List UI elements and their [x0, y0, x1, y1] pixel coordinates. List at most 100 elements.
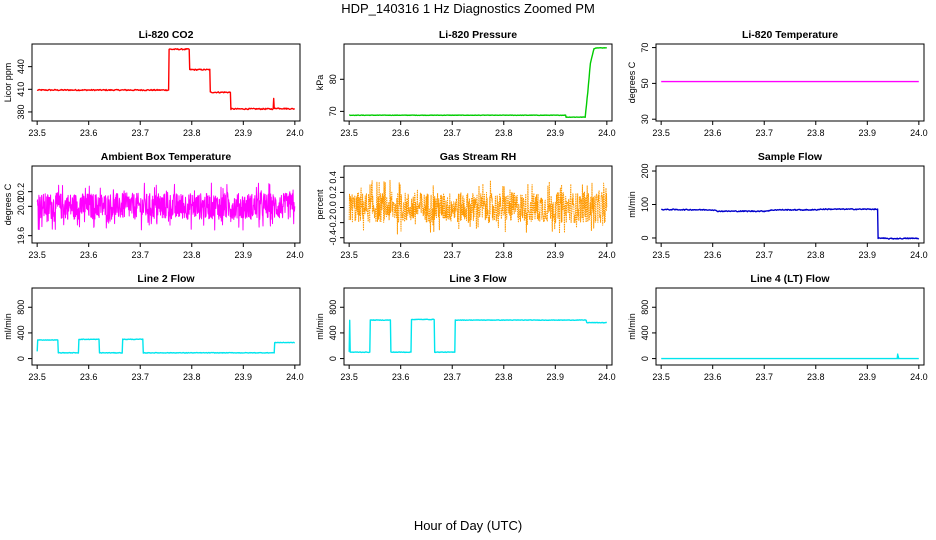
x-tick-label: 24.0 [286, 250, 304, 260]
x-tick-label: 23.7 [755, 250, 773, 260]
x-tick-label: 23.6 [80, 250, 98, 260]
chart-title: Line 3 Flow [449, 273, 507, 285]
x-tick-label: 24.0 [910, 250, 928, 260]
x-tick-label: 23.5 [652, 128, 670, 138]
x-tick-label: 23.5 [340, 128, 358, 138]
x-tick-label: 23.5 [28, 128, 46, 138]
x-tick-label: 24.0 [598, 128, 616, 138]
chart-panel-1: Li-820 CO2 Licor ppm 23.5 23.6 23.7 23.8 23.9 2… [3, 29, 304, 138]
series-line [348, 179, 608, 235]
series-line [36, 182, 296, 231]
x-tick-label: 23.5 [28, 372, 46, 382]
y-axis-label: ml/min [627, 191, 637, 218]
x-tick-label: 23.9 [859, 250, 877, 260]
y-tick-label: 19.6 [16, 227, 26, 245]
y-axis-label: percent [315, 189, 325, 220]
y-axis-label: kPa [315, 75, 325, 91]
x-axis-label: Hour of Day (UTC) [413, 518, 523, 533]
x-tick-label: 23.9 [235, 128, 253, 138]
chart-title: Gas Stream RH [440, 151, 516, 163]
x-tick-label: 23.9 [547, 250, 565, 260]
y-axis-label: ml/min [3, 313, 13, 340]
series-line [661, 207, 920, 240]
plot-frame [31, 165, 301, 244]
x-tick-label: 23.9 [235, 250, 253, 260]
y-tick-label: 30 [640, 114, 650, 124]
plot-frame [343, 43, 613, 122]
x-tick-label: 23.6 [392, 250, 410, 260]
x-tick-label: 24.0 [910, 372, 928, 382]
series-line [661, 353, 919, 360]
y-tick-label: -0.2 [328, 215, 338, 231]
chart-title: Sample Flow [758, 151, 823, 163]
x-tick-label: 23.5 [652, 372, 670, 382]
y-tick-label: 440 [16, 59, 26, 74]
plot-frame [655, 43, 925, 122]
x-tick-label: 23.5 [652, 250, 670, 260]
y-tick-label: 0 [328, 356, 338, 361]
x-tick-label: 23.6 [704, 372, 722, 382]
chart-title: Li-820 Temperature [742, 29, 838, 41]
x-tick-label: 23.9 [235, 372, 253, 382]
x-tick-label: 23.7 [131, 128, 149, 138]
x-tick-label: 24.0 [910, 128, 928, 138]
chart-title: Line 2 Flow [137, 273, 195, 285]
y-tick-label: 380 [16, 104, 26, 119]
x-tick-label: 23.7 [443, 128, 461, 138]
x-tick-label: 23.8 [183, 372, 201, 382]
x-tick-label: 23.6 [704, 250, 722, 260]
x-tick-label: 24.0 [286, 372, 304, 382]
x-tick-label: 23.8 [495, 250, 513, 260]
y-tick-label: 80 [328, 74, 338, 84]
plot-frame [31, 43, 301, 122]
chart-panel-6: Sample Flow ml/min 23.5 23.6 23.7 23.8 23.9 24.… [627, 151, 928, 260]
plot-frame [343, 287, 613, 366]
x-tick-label: 23.8 [807, 372, 825, 382]
plot-frame [343, 165, 613, 244]
x-tick-label: 24.0 [598, 250, 616, 260]
y-tick-label: 400 [16, 325, 26, 340]
chart-panel-7: Line 2 Flow ml/min 23.5 23.6 23.7 23.8 23.9 24.… [3, 273, 304, 382]
y-tick-label: -0.4 [328, 230, 338, 246]
y-tick-label: 100 [640, 197, 650, 212]
chart-title: Line 4 (LT) Flow [750, 273, 830, 285]
chart-panel-3: Li-820 Temperature degrees C 23.5 23.6 23.7 2… [627, 29, 928, 138]
y-tick-label: 70 [328, 106, 338, 116]
y-axis-label: Licor ppm [3, 63, 13, 103]
x-tick-label: 23.6 [704, 128, 722, 138]
x-tick-label: 23.5 [340, 372, 358, 382]
x-tick-label: 23.5 [340, 250, 358, 260]
x-tick-label: 23.9 [547, 372, 565, 382]
plot-frame [31, 287, 301, 366]
chart-title: Li-820 Pressure [439, 29, 517, 41]
x-tick-label: 23.5 [28, 250, 46, 260]
chart-panel-8: Line 3 Flow ml/min 23.5 23.6 23.7 23.8 23.9 24.… [315, 273, 616, 382]
series-line [36, 48, 295, 111]
plot-frame [655, 287, 925, 366]
y-tick-label: 20.0 [16, 198, 26, 216]
figure-title: HDP_140316 1 Hz Diagnostics Zoomed PM [341, 1, 595, 16]
x-tick-label: 23.7 [755, 372, 773, 382]
x-tick-label: 23.6 [392, 372, 410, 382]
y-tick-label: 0 [16, 356, 26, 361]
y-tick-label: 50 [640, 78, 650, 88]
x-tick-label: 24.0 [598, 372, 616, 382]
plot-frame [655, 165, 925, 244]
y-tick-label: 400 [640, 325, 650, 340]
y-axis-label: ml/min [315, 313, 325, 340]
chart-panel-5: Gas Stream RH percent 23.5 23.6 23.7 23.8 23.9… [315, 151, 616, 260]
y-tick-label: 0 [640, 235, 650, 240]
y-tick-label: 200 [640, 164, 650, 179]
series-line [348, 318, 608, 354]
y-tick-label: 410 [16, 82, 26, 97]
y-tick-label: 400 [328, 325, 338, 340]
chart-panel-9: Line 4 (LT) Flow ml/min 23.5 23.6 23.7 23.8 23… [627, 273, 928, 382]
y-tick-label: 0.4 [328, 171, 338, 184]
x-tick-label: 23.8 [807, 128, 825, 138]
chart-title: Ambient Box Temperature [101, 151, 232, 163]
x-tick-label: 23.8 [807, 250, 825, 260]
chart-title: Li-820 CO2 [139, 29, 194, 41]
x-tick-label: 23.6 [392, 128, 410, 138]
x-tick-label: 23.7 [131, 250, 149, 260]
x-tick-label: 23.8 [183, 128, 201, 138]
